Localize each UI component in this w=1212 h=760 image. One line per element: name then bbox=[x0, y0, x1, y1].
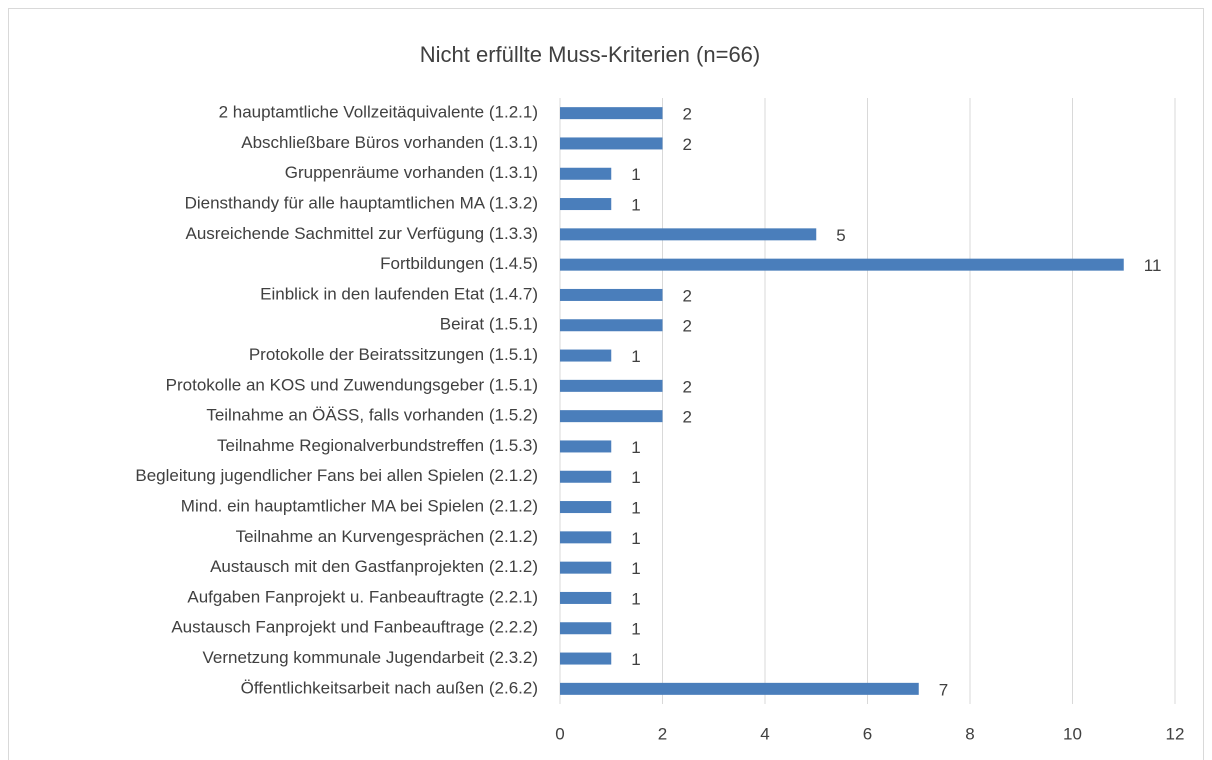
x-tick-label: 0 bbox=[555, 724, 564, 743]
data-label: 1 bbox=[631, 347, 640, 366]
data-label: 1 bbox=[631, 196, 640, 215]
bar bbox=[560, 167, 612, 180]
y-tick-label: Einblick in den laufenden Etat (1.4.7) bbox=[260, 284, 538, 303]
y-tick-label: Teilnahme Regionalverbundstreffen (1.5.3… bbox=[217, 436, 538, 455]
x-tick-label: 2 bbox=[658, 724, 667, 743]
y-tick-label: Beirat (1.5.1) bbox=[440, 315, 538, 334]
y-tick-label: Begleitung jugendlicher Fans bei allen S… bbox=[135, 466, 538, 485]
data-label: 1 bbox=[631, 499, 640, 518]
data-label: 1 bbox=[631, 438, 640, 457]
data-label: 2 bbox=[683, 135, 692, 154]
data-label: 1 bbox=[631, 620, 640, 639]
bar bbox=[560, 288, 663, 301]
bar bbox=[560, 501, 612, 514]
bar bbox=[560, 137, 663, 150]
bar bbox=[560, 652, 612, 665]
data-label: 2 bbox=[683, 408, 692, 427]
bar bbox=[560, 107, 663, 120]
bar bbox=[560, 440, 612, 453]
x-tick-label: 8 bbox=[965, 724, 974, 743]
data-label: 5 bbox=[836, 226, 845, 245]
bar bbox=[560, 410, 663, 423]
bar bbox=[560, 591, 612, 604]
y-tick-label: Abschließbare Büros vorhanden (1.3.1) bbox=[241, 133, 538, 152]
bar bbox=[560, 531, 612, 544]
data-label: 1 bbox=[631, 650, 640, 669]
data-label: 1 bbox=[631, 559, 640, 578]
x-tick-label: 6 bbox=[863, 724, 872, 743]
y-tick-label: Mind. ein hauptamtlicher MA bei Spielen … bbox=[181, 497, 538, 516]
bar bbox=[560, 682, 919, 695]
data-label: 2 bbox=[683, 377, 692, 396]
y-tick-label: Gruppenräume vorhanden (1.3.1) bbox=[285, 163, 538, 182]
x-tick-label: 10 bbox=[1063, 724, 1082, 743]
y-tick-label: Diensthandy für alle hauptamtlichen MA (… bbox=[185, 194, 538, 213]
y-tick-label: Teilnahme an ÖÄSS, falls vorhanden (1.5.… bbox=[206, 406, 538, 425]
chart-title: Nicht erfüllte Muss-Kriterien (n=66) bbox=[420, 42, 761, 67]
y-tick-label: Ausreichende Sachmittel zur Verfügung (1… bbox=[186, 224, 538, 243]
y-tick-label: Protokolle an KOS und Zuwendungsgeber (1… bbox=[166, 375, 538, 394]
data-label: 1 bbox=[631, 468, 640, 487]
bar bbox=[560, 228, 817, 241]
bar bbox=[560, 319, 663, 332]
data-label: 2 bbox=[683, 286, 692, 305]
data-label: 1 bbox=[631, 589, 640, 608]
y-tick-label: Aufgaben Fanprojekt u. Fanbeauftragte (2… bbox=[187, 587, 538, 606]
bar bbox=[560, 561, 612, 574]
y-tick-label: Öffentlichkeitsarbeit nach außen (2.6.2) bbox=[241, 678, 538, 697]
bar bbox=[560, 622, 612, 635]
data-label: 2 bbox=[683, 105, 692, 124]
bar bbox=[560, 470, 612, 483]
bar bbox=[560, 198, 612, 211]
bar bbox=[560, 379, 663, 392]
x-tick-label: 4 bbox=[760, 724, 769, 743]
data-label: 7 bbox=[939, 680, 948, 699]
bar bbox=[560, 349, 612, 362]
data-label: 1 bbox=[631, 529, 640, 548]
y-tick-label: Teilnahme an Kurvengesprächen (2.1.2) bbox=[236, 527, 538, 546]
y-tick-label: Austausch Fanprojekt und Fanbeauftrage (… bbox=[171, 618, 538, 637]
data-label: 11 bbox=[1144, 256, 1162, 275]
data-label: 2 bbox=[683, 317, 692, 336]
y-tick-label: Austausch mit den Gastfanprojekten (2.1.… bbox=[210, 557, 538, 576]
y-tick-label: Vernetzung kommunale Jugendarbeit (2.3.2… bbox=[203, 648, 538, 667]
x-tick-label: 12 bbox=[1166, 724, 1185, 743]
y-tick-label: 2 hauptamtliche Vollzeitäquivalente (1.2… bbox=[219, 103, 538, 122]
y-tick-label: Protokolle der Beiratssitzungen (1.5.1) bbox=[249, 345, 538, 364]
y-tick-label: Fortbildungen (1.4.5) bbox=[380, 254, 538, 273]
data-label: 1 bbox=[631, 165, 640, 184]
bar bbox=[560, 258, 1124, 271]
